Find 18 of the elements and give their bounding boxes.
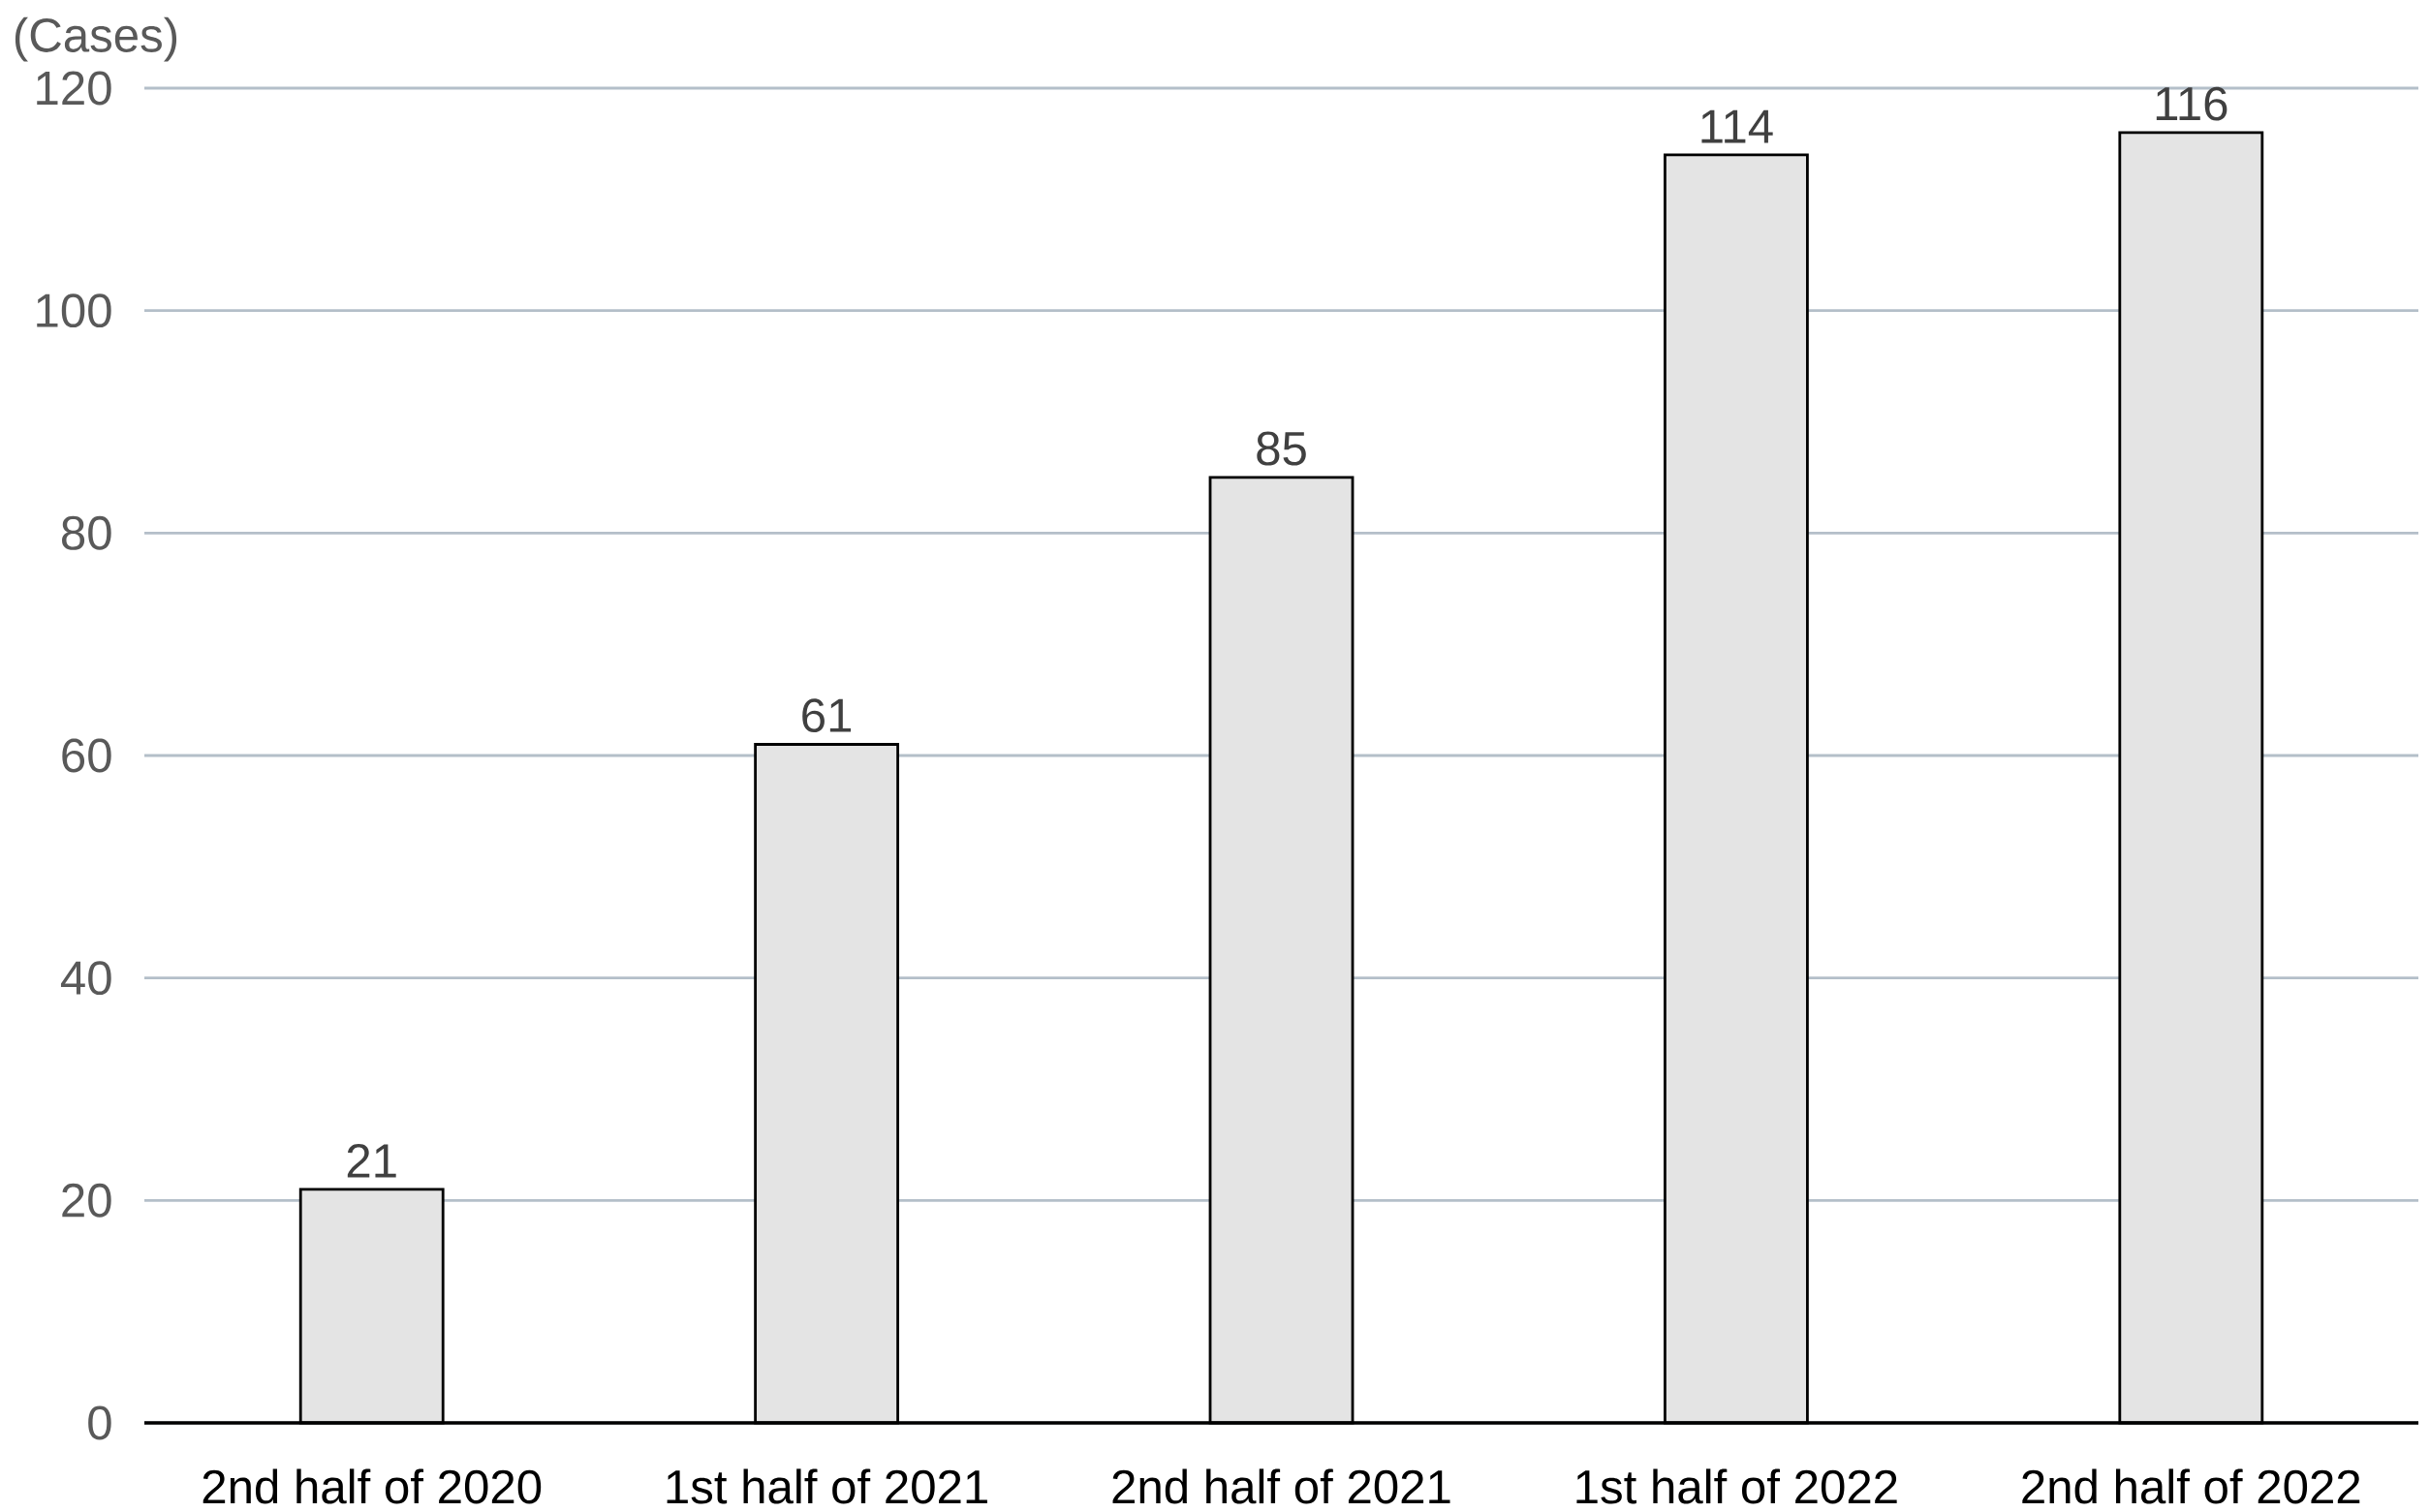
data-label: 114: [1701, 109, 1773, 143]
data-label: 85: [1257, 431, 1306, 466]
y-tick-label: 20: [62, 1183, 111, 1218]
y-tick-label: 100: [37, 293, 111, 328]
y-tick-label: 40: [60, 961, 111, 996]
x-tick-label: 2nd half of 2021: [1112, 1468, 1450, 1504]
x-tick-label: 1st half of 2021: [667, 1468, 987, 1504]
data-label: 21: [347, 1144, 396, 1178]
y-tick-label: 120: [37, 71, 111, 106]
y-tick-label: 80: [62, 515, 111, 550]
x-tick-label: 1st half of 2022: [1576, 1468, 1897, 1504]
x-tick-label: 2nd half of 2020: [202, 1468, 542, 1504]
y-axis-title: (Cases): [15, 16, 177, 62]
x-tick-label: 2nd half of 2022: [2022, 1468, 2360, 1504]
y-tick-label: 60: [62, 738, 111, 773]
y-tick-label: 0: [88, 1405, 111, 1440]
data-label: 116: [2156, 86, 2228, 121]
data-label: 61: [802, 698, 852, 733]
